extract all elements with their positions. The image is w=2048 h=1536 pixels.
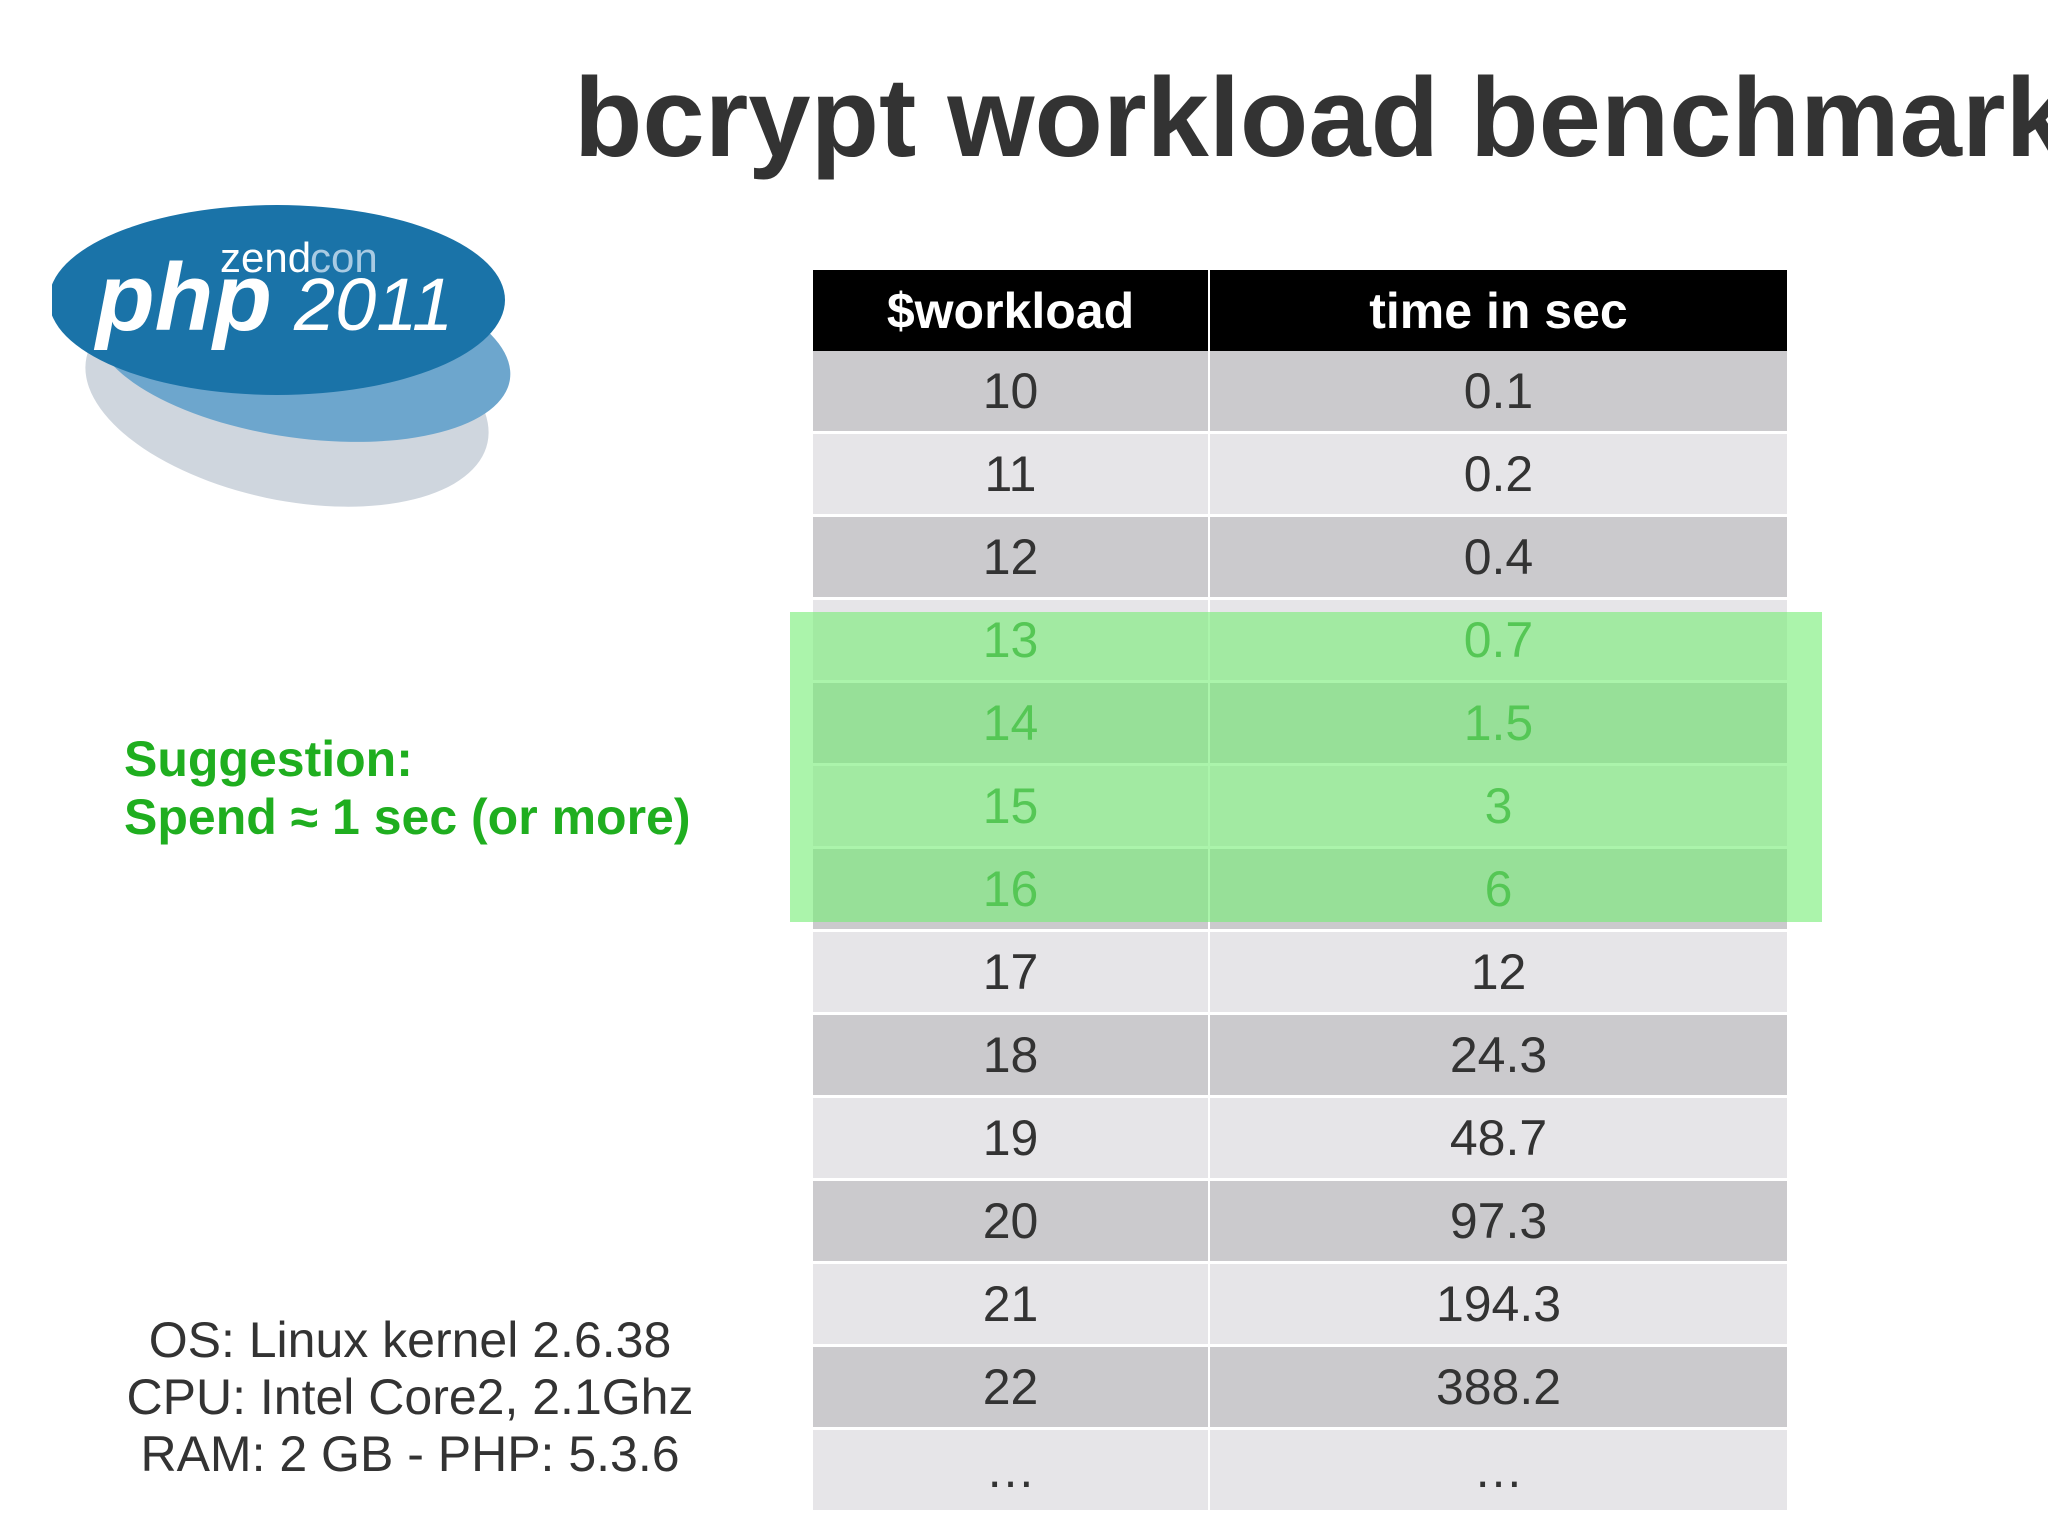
table-row: 12 0.4 xyxy=(813,515,1787,600)
suggestion-text: Spend ≈ 1 sec (or more) xyxy=(124,789,691,845)
time-cell: 12 xyxy=(1209,930,1787,1015)
suggestion-heading: Suggestion: xyxy=(124,731,413,787)
time-cell: 0.4 xyxy=(1209,515,1787,600)
header-workload: $workload xyxy=(813,270,1210,351)
system-specs: OS: Linux kernel 2.6.38 CPU: Intel Core2… xyxy=(100,1312,720,1483)
workload-cell: 18 xyxy=(813,1013,1210,1098)
table-row: 21 194.3 xyxy=(813,1262,1787,1347)
time-cell: 0.1 xyxy=(1209,351,1787,434)
workload-cell: 22 xyxy=(813,1345,1210,1430)
table-row: 19 48.7 xyxy=(813,1096,1787,1181)
time-cell: 194.3 xyxy=(1209,1262,1787,1347)
workload-cell: 17 xyxy=(813,930,1210,1015)
logo-primary-ellipse xyxy=(52,205,505,395)
table-row: 10 0.1 xyxy=(813,351,1787,434)
workload-cell: 10 xyxy=(813,351,1210,434)
benchmark-table: $workload time in sec 10 0.1 11 0.2 12 0… xyxy=(813,270,1787,1513)
workload-cell: 21 xyxy=(813,1262,1210,1347)
header-time: time in sec xyxy=(1209,270,1787,351)
spec-os: OS: Linux kernel 2.6.38 xyxy=(148,1312,672,1368)
workload-cell: 20 xyxy=(813,1179,1210,1264)
table-row: 18 24.3 xyxy=(813,1013,1787,1098)
time-cell: 0.2 xyxy=(1209,432,1787,517)
table-row-highlighted: 15 3 xyxy=(813,764,1787,849)
workload-cell: … xyxy=(813,1428,1210,1513)
zendcon-php-2011-logo: zend con php 2011 xyxy=(52,205,511,507)
logo-php-text: php xyxy=(93,244,272,351)
slide-title: bcrypt workload benchmark xyxy=(574,55,2048,180)
suggestion-note: Suggestion: Spend ≈ 1 sec (or more) xyxy=(124,730,690,846)
time-cell: 24.3 xyxy=(1209,1013,1787,1098)
table-row: 20 97.3 xyxy=(813,1179,1787,1264)
workload-cell: 12 xyxy=(813,515,1210,600)
table-row: … … xyxy=(813,1428,1787,1513)
table-row: 11 0.2 xyxy=(813,432,1787,517)
table-row: 22 388.2 xyxy=(813,1345,1787,1430)
table-row-highlighted: 13 0.7 xyxy=(813,598,1787,683)
time-cell: 0.7 xyxy=(1209,598,1787,683)
logo-zend-text: zend xyxy=(220,234,311,281)
time-cell: 1.5 xyxy=(1209,681,1787,766)
time-cell: … xyxy=(1209,1428,1787,1513)
spec-ram-php: RAM: 2 GB - PHP: 5.3.6 xyxy=(140,1426,680,1482)
table-header-row: $workload time in sec xyxy=(813,270,1787,351)
time-cell: 3 xyxy=(1209,764,1787,849)
time-cell: 6 xyxy=(1209,847,1787,932)
table-row-highlighted: 14 1.5 xyxy=(813,681,1787,766)
logo-con-text: con xyxy=(310,234,378,281)
time-cell: 97.3 xyxy=(1209,1179,1787,1264)
workload-cell: 11 xyxy=(813,432,1210,517)
spec-cpu: CPU: Intel Core2, 2.1Ghz xyxy=(126,1369,694,1425)
workload-cell: 15 xyxy=(813,764,1210,849)
workload-cell: 19 xyxy=(813,1096,1210,1181)
logo-year-text: 2011 xyxy=(293,263,453,346)
workload-cell: 13 xyxy=(813,598,1210,683)
time-cell: 48.7 xyxy=(1209,1096,1787,1181)
table-row-highlighted: 16 6 xyxy=(813,847,1787,932)
workload-cell: 14 xyxy=(813,681,1210,766)
workload-cell: 16 xyxy=(813,847,1210,932)
table-row: 17 12 xyxy=(813,930,1787,1015)
time-cell: 388.2 xyxy=(1209,1345,1787,1430)
